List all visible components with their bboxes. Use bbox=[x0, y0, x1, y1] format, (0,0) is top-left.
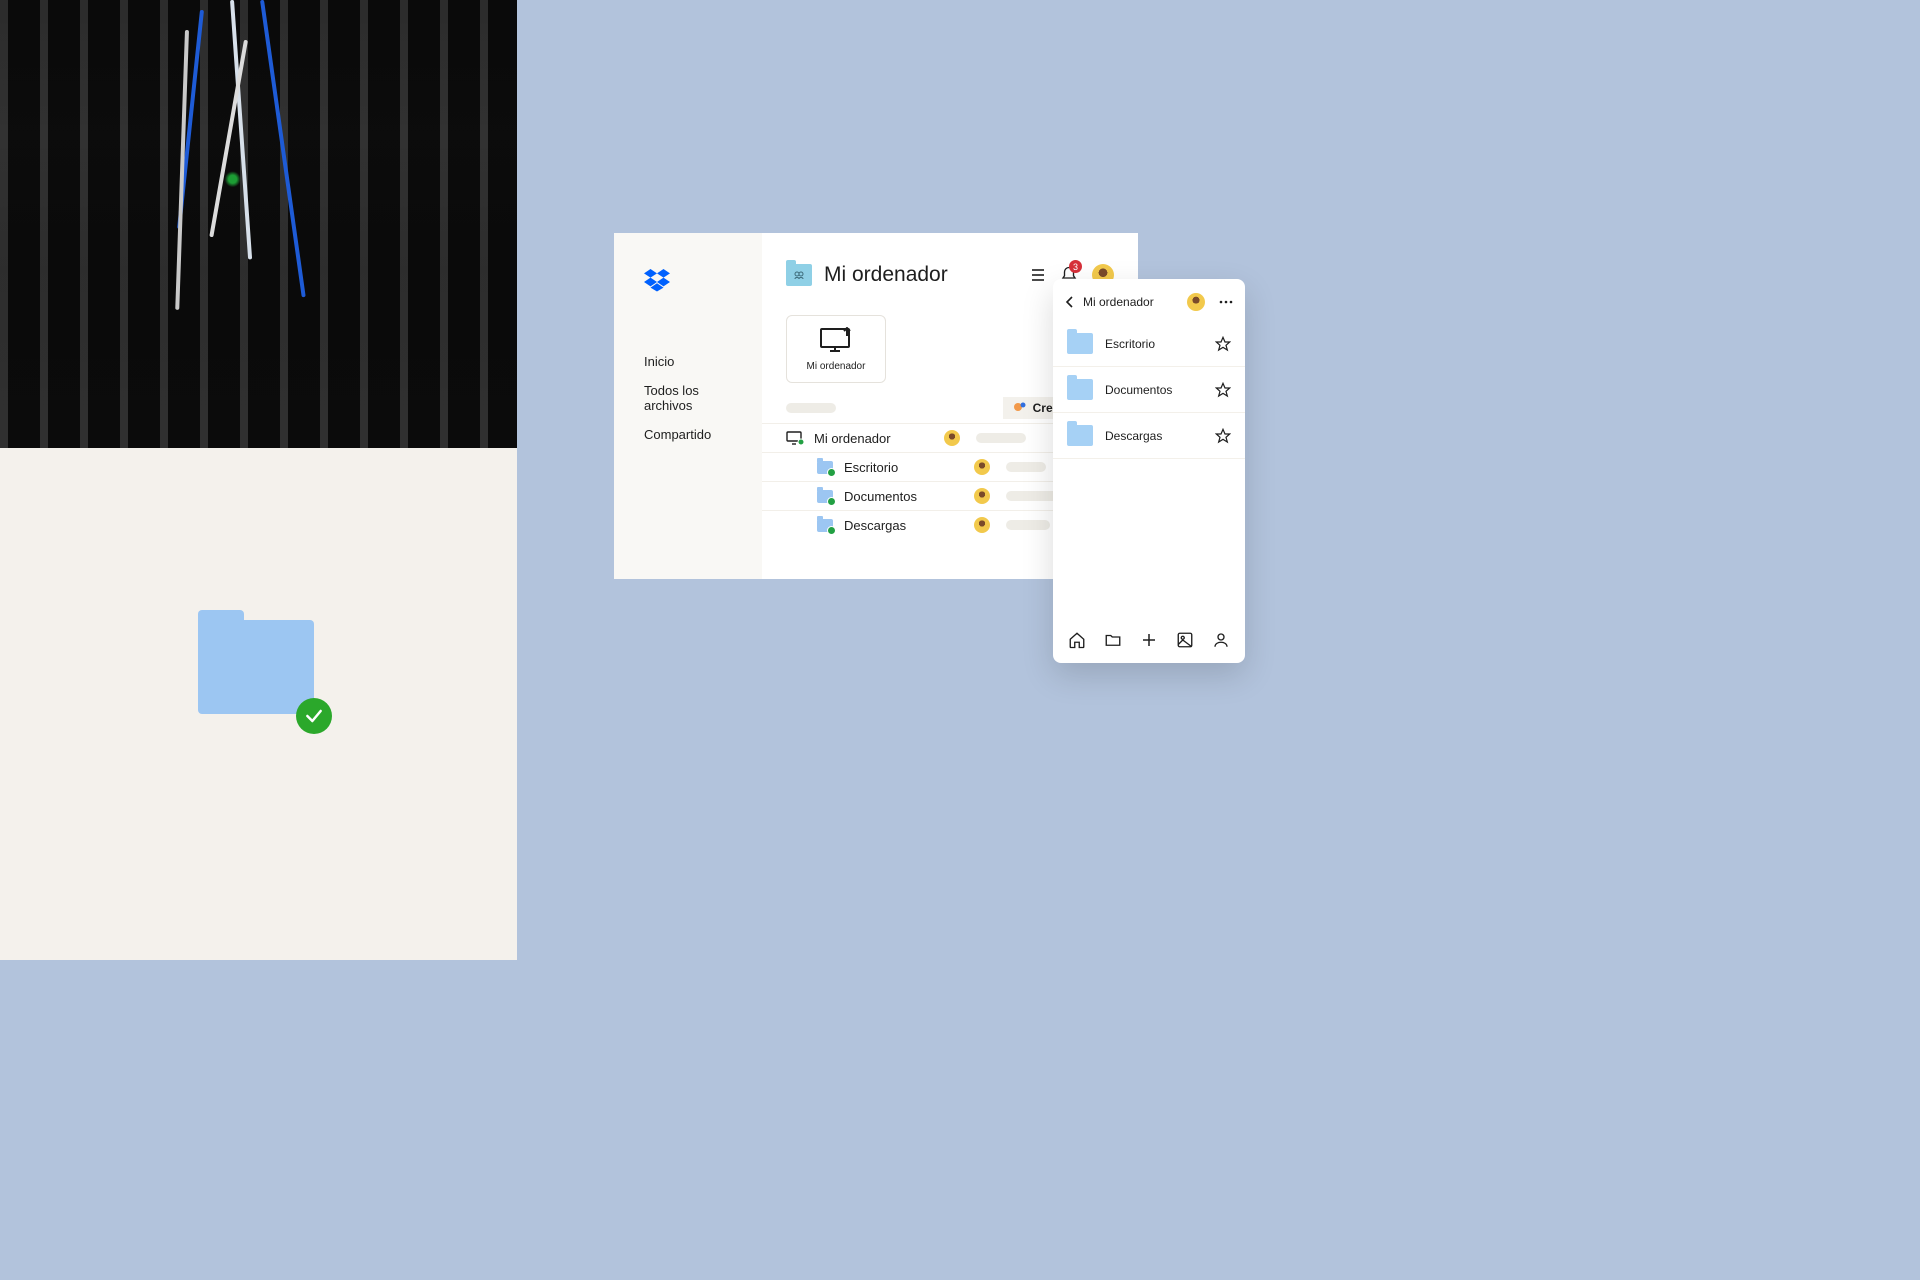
left-column bbox=[0, 0, 517, 960]
notification-count-badge: 3 bbox=[1069, 260, 1082, 273]
mobile-item-label: Descargas bbox=[1105, 429, 1162, 443]
more-button[interactable] bbox=[1219, 300, 1233, 304]
row-avatar bbox=[974, 517, 990, 533]
mobile-item-documents[interactable]: Documentos bbox=[1053, 367, 1245, 413]
device-card[interactable]: Mi ordenador bbox=[786, 315, 886, 383]
mobile-item-label: Documentos bbox=[1105, 383, 1172, 397]
mobile-item-label: Escritorio bbox=[1105, 337, 1155, 351]
dropbox-logo-icon bbox=[644, 269, 670, 293]
desktop-sidebar: Inicio Todos los archivos Compartido bbox=[614, 233, 762, 579]
star-button[interactable] bbox=[1215, 336, 1231, 352]
folder-icon bbox=[1067, 425, 1093, 446]
nav-folder-icon[interactable] bbox=[1104, 631, 1122, 649]
mobile-item-downloads[interactable]: Descargas bbox=[1053, 413, 1245, 459]
mobile-header: Mi ordenador bbox=[1053, 279, 1245, 321]
monitor-upload-icon bbox=[818, 327, 854, 353]
placeholder-pill bbox=[786, 403, 836, 413]
back-button[interactable] bbox=[1065, 296, 1075, 308]
row-avatar bbox=[944, 430, 960, 446]
desktop-nav: Inicio Todos los archivos Compartido bbox=[614, 347, 762, 449]
nav-account-icon[interactable] bbox=[1212, 631, 1230, 649]
row-avatar bbox=[974, 488, 990, 504]
mobile-item-desktop[interactable]: Escritorio bbox=[1053, 321, 1245, 367]
page-title: Mi ordenador bbox=[824, 263, 948, 287]
star-button[interactable] bbox=[1215, 382, 1231, 398]
row-computer-label: Mi ordenador bbox=[814, 431, 934, 446]
list-view-icon[interactable] bbox=[1030, 267, 1046, 283]
computer-row-icon bbox=[786, 431, 804, 445]
mobile-file-list: Escritorio Documentos Descargas bbox=[1053, 321, 1245, 619]
nav-shared[interactable]: Compartido bbox=[614, 420, 762, 449]
folder-icon bbox=[1067, 379, 1093, 400]
mobile-app-window: Mi ordenador Escritorio Documentos Desca… bbox=[1053, 279, 1245, 663]
header-folder-icon bbox=[786, 264, 812, 286]
nav-photos-icon[interactable] bbox=[1176, 631, 1194, 649]
big-folder-icon bbox=[198, 620, 314, 716]
row-documents-label: Documentos bbox=[844, 489, 964, 504]
row-meta-placeholder bbox=[1006, 520, 1050, 530]
folder-sync-icon bbox=[816, 490, 834, 503]
row-downloads-label: Descargas bbox=[844, 518, 964, 533]
nav-add-icon[interactable] bbox=[1140, 631, 1158, 649]
nav-home[interactable]: Inicio bbox=[614, 347, 762, 376]
check-badge-icon bbox=[296, 698, 332, 734]
folder-icon bbox=[1067, 333, 1093, 354]
create-sparkle-icon bbox=[1013, 401, 1027, 415]
nav-home-icon[interactable] bbox=[1068, 631, 1086, 649]
mobile-bottom-nav bbox=[1053, 619, 1245, 663]
star-button[interactable] bbox=[1215, 428, 1231, 444]
folder-sync-icon bbox=[816, 461, 834, 474]
folder-sync-icon bbox=[816, 519, 834, 532]
row-desktop-label: Escritorio bbox=[844, 460, 964, 475]
device-card-label: Mi ordenador bbox=[807, 361, 866, 372]
nav-all-files[interactable]: Todos los archivos bbox=[614, 376, 762, 420]
avatar[interactable] bbox=[1187, 293, 1205, 311]
mobile-title: Mi ordenador bbox=[1083, 295, 1154, 309]
row-meta-placeholder bbox=[976, 433, 1026, 443]
row-avatar bbox=[974, 459, 990, 475]
row-meta-placeholder bbox=[1006, 462, 1046, 472]
server-rack-photo bbox=[0, 0, 517, 448]
